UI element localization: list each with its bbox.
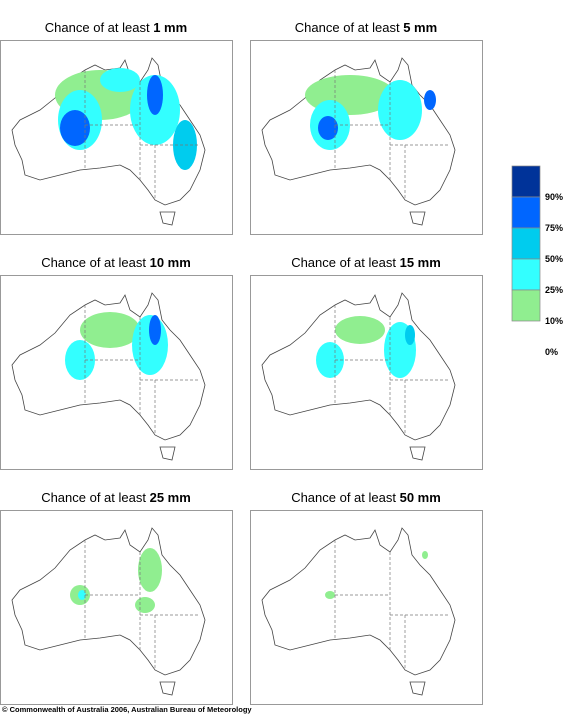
- panel-title: Chance of at least 50 mm: [291, 490, 441, 505]
- title-amount: 15 mm: [400, 255, 441, 270]
- title-amount: 1 mm: [153, 20, 187, 35]
- title-prefix: Chance of at least: [295, 20, 400, 35]
- rain-area: [335, 316, 385, 344]
- title-amount: 25 mm: [150, 490, 191, 505]
- map-panel: Chance of at least 50 mm: [250, 490, 483, 705]
- panel-title: Chance of at least 25 mm: [41, 490, 191, 505]
- rain-area: [422, 551, 428, 559]
- rain-area: [78, 590, 86, 600]
- rain-area: [318, 116, 338, 140]
- rain-area: [149, 315, 161, 345]
- legend-label: 90%: [545, 192, 563, 202]
- map-panel: Chance of at least 5 mm: [250, 20, 483, 235]
- legend-label: 50%: [545, 254, 563, 264]
- title-prefix: Chance of at least: [41, 490, 146, 505]
- map-panel: Chance of at least 1 mm: [0, 20, 233, 235]
- legend-swatch: [511, 289, 541, 322]
- rain-area: [424, 90, 436, 110]
- legend: 90% 75% 50% 25% 10% 0%: [511, 165, 563, 357]
- title-amount: 10 mm: [150, 255, 191, 270]
- rain-area: [135, 597, 155, 613]
- rain-area: [80, 312, 140, 348]
- rain-area: [147, 75, 163, 115]
- map-panel: Chance of at least 10 mm: [0, 255, 233, 470]
- rain-area: [60, 110, 90, 146]
- panel-title: Chance of at least 15 mm: [291, 255, 441, 270]
- panel-title: Chance of at least 5 mm: [295, 20, 437, 35]
- copyright: © Commonwealth of Australia 2006, Austra…: [2, 705, 252, 714]
- rain-area: [100, 68, 140, 92]
- title-prefix: Chance of at least: [291, 490, 396, 505]
- legend-label: 0%: [545, 347, 558, 357]
- map-panel: Chance of at least 25 mm: [0, 490, 233, 705]
- title-prefix: Chance of at least: [291, 255, 396, 270]
- rain-area: [325, 591, 335, 599]
- title-prefix: Chance of at least: [41, 255, 146, 270]
- title-amount: 50 mm: [400, 490, 441, 505]
- legend-label: 10%: [545, 316, 563, 326]
- panel-title: Chance of at least 10 mm: [41, 255, 191, 270]
- title-amount: 5 mm: [403, 20, 437, 35]
- map-panel: Chance of at least 15 mm: [250, 255, 483, 470]
- rain-area: [378, 80, 422, 140]
- legend-swatch: [511, 258, 541, 291]
- legend-label: 25%: [545, 285, 563, 295]
- rain-area: [138, 548, 162, 592]
- rain-area: [316, 342, 344, 378]
- legend-swatch: [511, 227, 541, 260]
- rain-area: [405, 325, 415, 345]
- rain-area: [65, 340, 95, 380]
- legend-swatch: [511, 165, 541, 198]
- legend-label: 75%: [545, 223, 563, 233]
- legend-swatch: [511, 196, 541, 229]
- panel-title: Chance of at least 1 mm: [45, 20, 187, 35]
- title-prefix: Chance of at least: [45, 20, 150, 35]
